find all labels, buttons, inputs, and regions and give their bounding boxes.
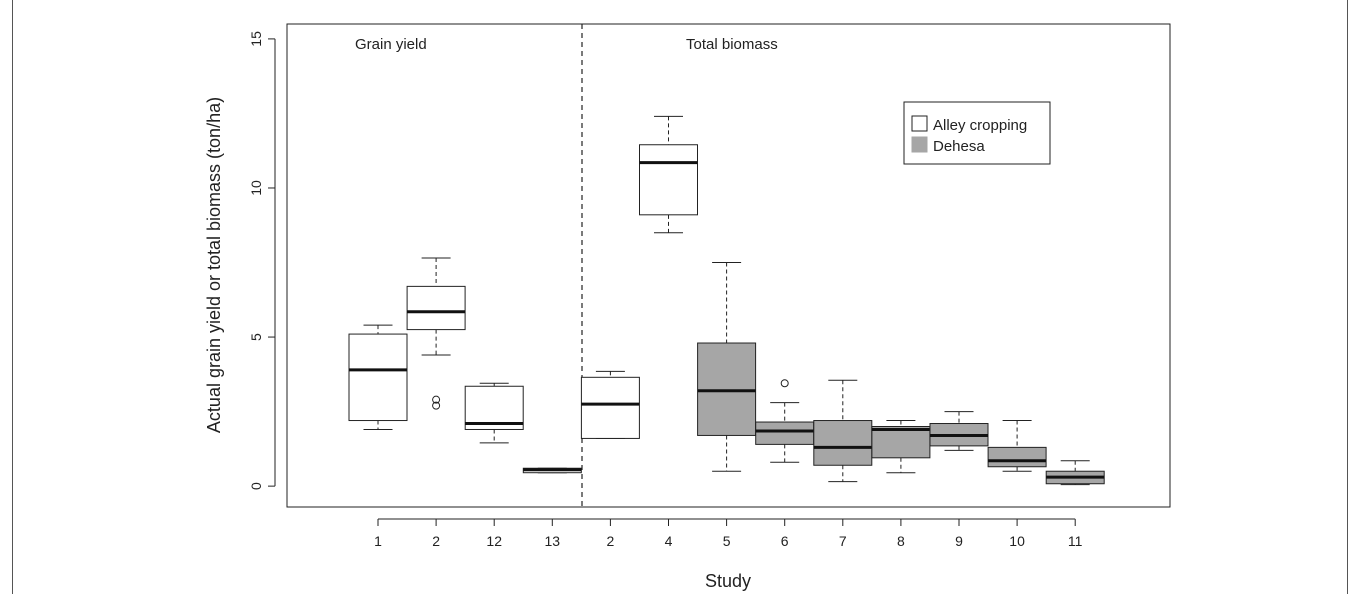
y-tick-label-10: 10 [248, 180, 264, 196]
legend-box [903, 101, 1051, 165]
box-study-5-6 [697, 262, 757, 472]
panel-label-total-biomass: Total biomass [686, 36, 778, 53]
y-tick-label-5: 5 [248, 333, 264, 341]
y-axis-title: Actual grain yield or total biomass (ton… [204, 97, 224, 433]
box-study-2-1 [406, 257, 466, 410]
x-tick-label-2: 2 [607, 533, 615, 549]
x-tick-label-8: 8 [897, 533, 905, 549]
box-iqr [987, 446, 1047, 468]
box-iqr [639, 144, 698, 216]
y-tick-label-15: 15 [248, 31, 264, 47]
box-study-13-3 [522, 467, 582, 474]
legend: Alley cropping Dehesa [903, 101, 1051, 165]
box-study-12-2 [464, 382, 524, 444]
box-study-11-12 [1045, 460, 1105, 486]
box-study-9-10 [929, 411, 989, 451]
plot-area-border [286, 23, 1171, 508]
box-iqr [580, 376, 640, 439]
x-tick-label-1: 1 [374, 533, 382, 549]
x-tick-label-2: 2 [432, 533, 440, 549]
box-iqr [813, 420, 873, 466]
figure-frame [12, 0, 1348, 594]
box-study-10-11 [987, 420, 1047, 472]
x-tick-label-4: 4 [665, 533, 673, 549]
box-iqr [406, 285, 466, 331]
outlier-point [780, 379, 789, 388]
x-axis: 1 2 12 13 2 4 5 6 7 8 9 10 11 [374, 518, 1083, 549]
box-study-1-0 [348, 324, 408, 430]
box-study-8-9 [871, 420, 931, 474]
x-tick-label-6: 6 [781, 533, 789, 549]
outlier-point [432, 395, 441, 404]
x-tick-label-10: 10 [1009, 533, 1025, 549]
box-study-4-5 [639, 115, 698, 234]
box-study-6-7 [755, 379, 815, 463]
y-tick-label-0: 0 [248, 482, 264, 490]
box-iqr [755, 421, 815, 445]
box-study-7-8 [813, 379, 873, 483]
legend-label-dehesa: Dehesa [933, 138, 985, 155]
x-tick-label-12: 12 [486, 533, 502, 549]
x-tick-label-7: 7 [839, 533, 847, 549]
box-study-2-4 [580, 370, 640, 439]
legend-swatch-alley-cropping [911, 115, 928, 132]
boxes-group [348, 115, 1105, 486]
legend-label-alley-cropping: Alley cropping [933, 117, 1027, 134]
y-axis: 0 5 10 15 [248, 31, 276, 490]
x-tick-label-11: 11 [1068, 533, 1083, 549]
legend-swatch-dehesa [911, 136, 928, 153]
x-tick-label-5: 5 [723, 533, 731, 549]
x-tick-label-13: 13 [545, 533, 561, 549]
box-iqr [871, 426, 931, 459]
box-iqr [348, 333, 408, 422]
outlier-point [432, 401, 441, 410]
x-tick-label-9: 9 [955, 533, 963, 549]
x-axis-title: Study [705, 571, 751, 591]
panel-label-grain-yield: Grain yield [355, 36, 427, 53]
